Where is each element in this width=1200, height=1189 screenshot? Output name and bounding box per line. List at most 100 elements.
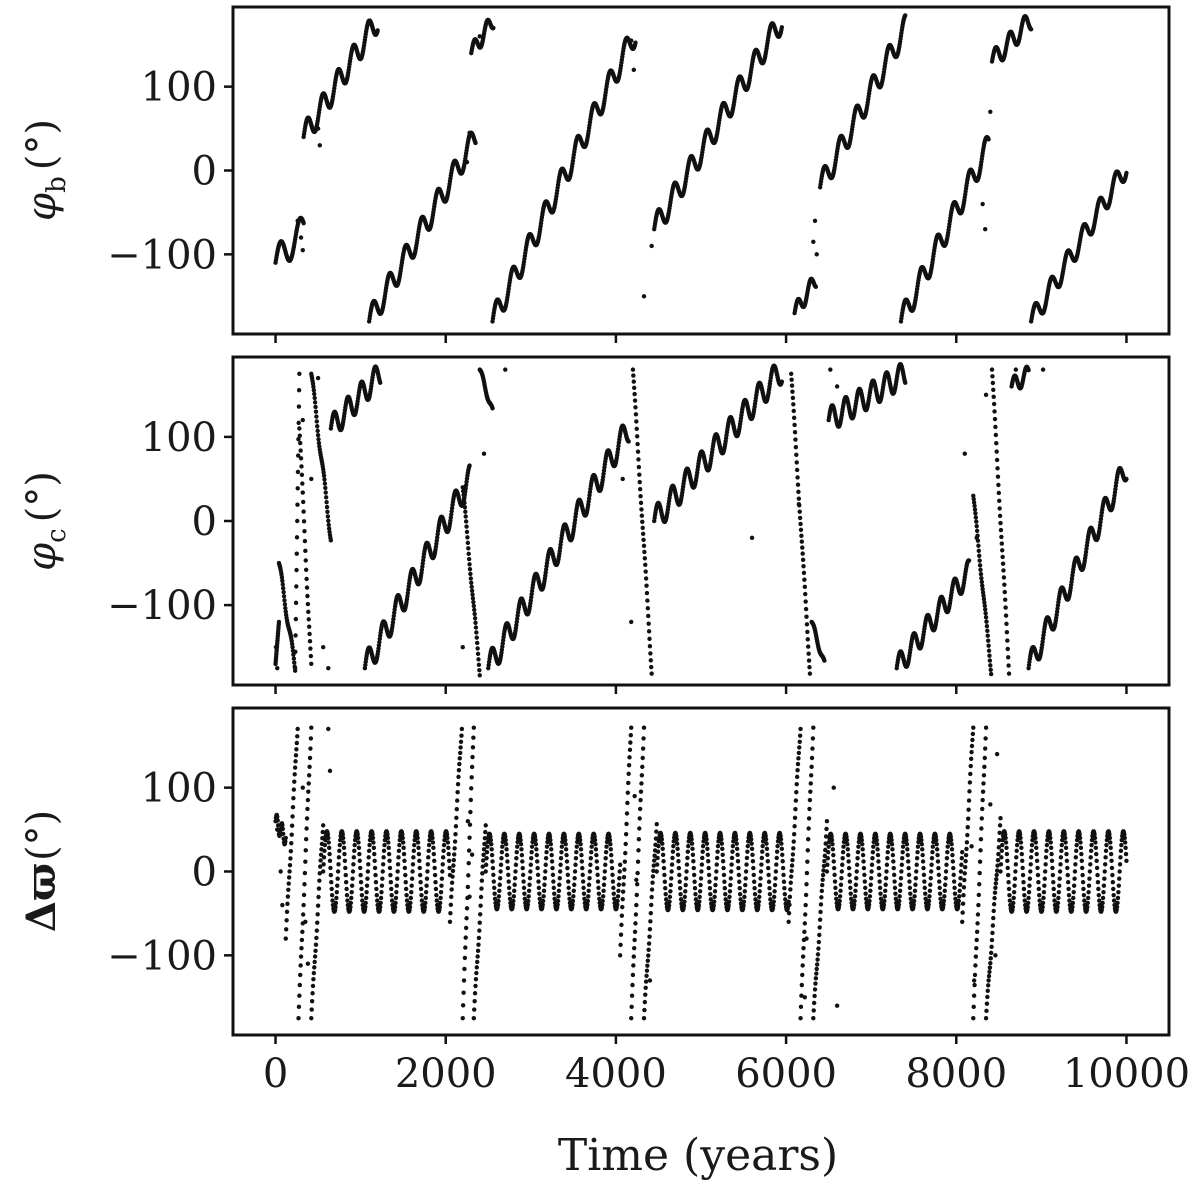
data-point bbox=[589, 849, 594, 855]
data-point bbox=[806, 644, 811, 649]
data-point bbox=[335, 876, 340, 881]
data-point bbox=[798, 521, 803, 527]
data-point bbox=[646, 947, 651, 953]
data-point bbox=[623, 841, 628, 847]
data-point bbox=[1124, 476, 1129, 482]
data-point bbox=[432, 865, 437, 871]
data-point bbox=[352, 848, 357, 854]
data-point bbox=[463, 935, 468, 940]
data-point bbox=[471, 603, 477, 609]
data-point bbox=[316, 440, 322, 446]
data-point bbox=[518, 837, 523, 843]
y-tick-label: −100 bbox=[107, 232, 217, 278]
data-point bbox=[453, 832, 458, 837]
data-point bbox=[645, 958, 651, 963]
data-point bbox=[388, 872, 393, 878]
data-point bbox=[476, 935, 482, 941]
data-point bbox=[313, 409, 319, 414]
data-point bbox=[572, 517, 578, 523]
data-point bbox=[565, 872, 571, 878]
data-point bbox=[455, 798, 460, 803]
data-point bbox=[604, 844, 609, 849]
data-point bbox=[356, 840, 361, 845]
data-point bbox=[594, 865, 600, 871]
data-point bbox=[632, 391, 637, 397]
data-point bbox=[637, 472, 642, 477]
data-point bbox=[585, 902, 590, 907]
data-point bbox=[308, 653, 314, 659]
data-point bbox=[639, 507, 644, 512]
data-point bbox=[280, 582, 285, 587]
data-point bbox=[991, 401, 997, 407]
data-point bbox=[455, 782, 461, 787]
data-point bbox=[474, 635, 479, 640]
data-point bbox=[367, 842, 372, 848]
data-point bbox=[389, 886, 394, 892]
data-point bbox=[628, 740, 633, 745]
data-point bbox=[434, 898, 439, 903]
marks-delta-varpi bbox=[273, 725, 1129, 1021]
data-point bbox=[643, 985, 648, 990]
data-point bbox=[570, 898, 576, 904]
data-point bbox=[462, 505, 468, 510]
data-point bbox=[490, 406, 495, 411]
data-point bbox=[813, 284, 819, 289]
data-point bbox=[460, 1016, 465, 1021]
data-point bbox=[386, 851, 392, 857]
data-point bbox=[484, 856, 489, 861]
data-point bbox=[467, 567, 473, 572]
data-point bbox=[541, 888, 547, 894]
data-point bbox=[362, 665, 368, 671]
data-point bbox=[481, 852, 486, 857]
data-point bbox=[651, 863, 656, 868]
data-point bbox=[646, 629, 652, 634]
data-point bbox=[804, 614, 809, 619]
data-point bbox=[620, 476, 625, 482]
data-point bbox=[378, 380, 383, 385]
data-point bbox=[358, 865, 363, 871]
data-point bbox=[434, 538, 439, 543]
data-point bbox=[449, 887, 454, 892]
data-point bbox=[543, 856, 549, 861]
data-point bbox=[344, 886, 349, 892]
data-point bbox=[293, 759, 298, 764]
data-point bbox=[630, 367, 636, 372]
data-point bbox=[300, 490, 305, 495]
data-point bbox=[478, 903, 483, 908]
x-axis-ticks-phi-b bbox=[274, 334, 1128, 343]
data-point bbox=[548, 837, 553, 843]
data-point bbox=[557, 545, 563, 551]
data-point bbox=[280, 578, 285, 584]
data-point bbox=[985, 628, 990, 634]
data-point bbox=[655, 849, 661, 854]
data-point bbox=[491, 879, 496, 884]
data-point bbox=[357, 851, 362, 857]
data-point bbox=[640, 531, 646, 537]
data-point bbox=[979, 579, 984, 585]
data-point bbox=[363, 895, 369, 901]
data-point bbox=[366, 848, 372, 854]
data-point bbox=[370, 835, 376, 841]
data-point bbox=[299, 464, 304, 469]
data-point bbox=[478, 894, 484, 900]
data-point bbox=[393, 895, 399, 901]
data-point bbox=[980, 586, 985, 592]
data-point bbox=[400, 832, 405, 837]
panel-phi-b: 1000−100 φb(°) bbox=[19, 5, 1171, 343]
data-point bbox=[557, 882, 562, 887]
data-point bbox=[473, 976, 479, 982]
data-point bbox=[466, 546, 471, 551]
data-point bbox=[563, 837, 568, 843]
data-point bbox=[302, 529, 307, 534]
data-point bbox=[574, 844, 579, 849]
data-point bbox=[335, 869, 341, 874]
data-point bbox=[316, 437, 321, 442]
data-point bbox=[387, 858, 392, 863]
data-point bbox=[543, 570, 548, 575]
data-point bbox=[295, 518, 300, 524]
data-point bbox=[1005, 646, 1010, 652]
data-point bbox=[441, 848, 446, 854]
data-point bbox=[578, 842, 583, 847]
data-point bbox=[469, 764, 475, 770]
data-point bbox=[626, 439, 631, 444]
